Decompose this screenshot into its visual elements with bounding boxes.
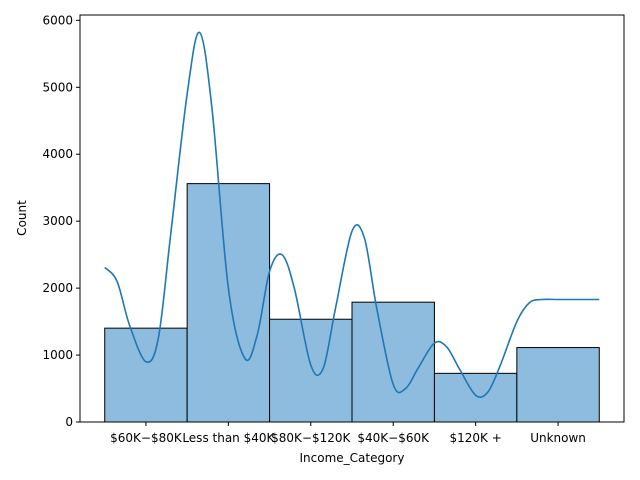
y-tick-label-3: 3000 (42, 214, 73, 228)
plot-frame (79, 14, 625, 423)
kde-curve (104, 31, 600, 399)
y-axis-label: Count (15, 200, 29, 236)
y-tick-label-1: 1000 (42, 348, 73, 362)
x-tick-label-0: $60K−$80K (110, 431, 183, 445)
axes-group: 0 1000 2000 3000 4000 5000 6000 $60K−$80K Less t… (42, 13, 625, 445)
x-tick-label-3: $40K−$60K (357, 431, 430, 445)
bar-1 (186, 183, 271, 423)
bar-5 (516, 347, 600, 423)
bar-3 (351, 301, 435, 423)
x-tick-label-1: Less than $40K (182, 431, 275, 445)
x-tick-label-2: $80K−$120K (271, 431, 351, 445)
x-tick-label-4: $120K + (449, 431, 501, 445)
bar-2 (269, 318, 353, 423)
y-tick-label-5: 5000 (42, 80, 73, 94)
x-tick-label-5: Unknown (530, 431, 586, 445)
bars-group (104, 183, 600, 423)
x-axis-label: Income_Category (300, 451, 405, 465)
bar-0 (104, 327, 188, 423)
y-tick-label-6: 6000 (42, 13, 73, 27)
y-tick-label-0: 0 (65, 415, 73, 429)
y-tick-label-4: 4000 (42, 147, 73, 161)
y-tick-label-2: 2000 (42, 281, 73, 295)
bar-4 (433, 372, 518, 423)
